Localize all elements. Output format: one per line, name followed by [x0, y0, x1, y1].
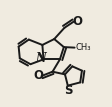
Text: S: S [63, 84, 72, 97]
Text: O: O [72, 15, 81, 28]
Text: O: O [33, 69, 43, 82]
Text: CH₃: CH₃ [75, 43, 90, 52]
Text: N: N [35, 52, 45, 65]
